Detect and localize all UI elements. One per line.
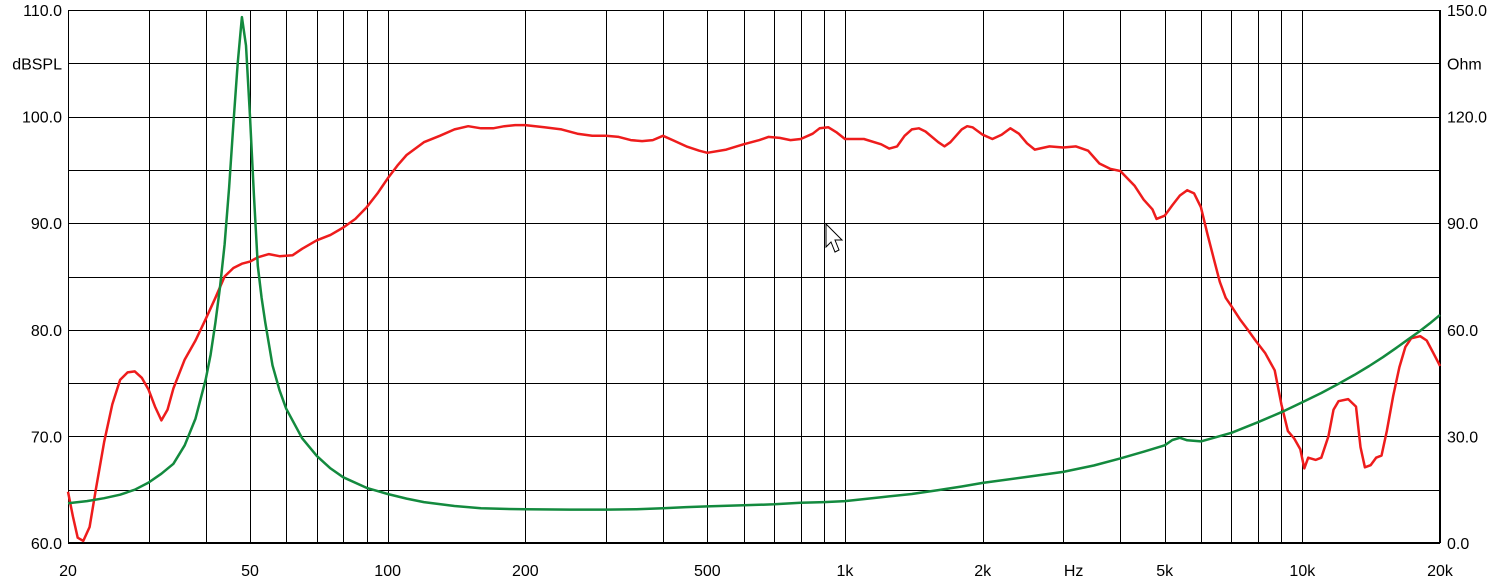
plot-background <box>68 10 1440 543</box>
y-left-tick-label: 60.0 <box>31 536 62 553</box>
x-axis-unit-label: Hz <box>1064 563 1084 580</box>
plot-area <box>66 15 1442 543</box>
x-tick-label: 10k <box>1289 563 1316 580</box>
grid <box>68 10 1441 544</box>
x-tick-label: 2k <box>974 563 992 580</box>
x-tick-label: 200 <box>512 563 539 580</box>
y-right-tick-label: 0.0 <box>1447 536 1469 553</box>
mouse-cursor-icon <box>825 222 844 253</box>
y-right-tick-label: 120.0 <box>1447 110 1487 127</box>
y-left-tick-label: 70.0 <box>31 429 62 446</box>
y-right-axis-label: Ohm <box>1447 56 1482 73</box>
x-tick-label: 500 <box>694 563 721 580</box>
y-left-tick-label: 80.0 <box>31 323 62 340</box>
x-tick-label: 100 <box>374 563 401 580</box>
x-tick-label: 20k <box>1427 563 1454 580</box>
y-left-tick-label: 100.0 <box>22 110 62 127</box>
y-right-tick-label: 30.0 <box>1447 429 1478 446</box>
y-right-tick-label: 150.0 <box>1447 3 1487 20</box>
axes: 20 50 100 200 500 1k 2k 5k 10k 20k Hz 60.0 70.0 80.0 9… <box>12 3 1487 580</box>
x-tick-label: 5k <box>1156 563 1174 580</box>
plot-frame <box>68 10 1440 543</box>
impedance-curve <box>67 15 1441 511</box>
x-tick-label: 1k <box>837 563 855 580</box>
x-tick-label: 50 <box>241 563 259 580</box>
x-tick-label: 20 <box>59 563 77 580</box>
y-right-tick-label: 90.0 <box>1447 216 1478 233</box>
y-left-tick-label: 90.0 <box>31 216 62 233</box>
y-left-axis-label: dBSPL <box>12 56 62 73</box>
y-right-tick-label: 60.0 <box>1447 323 1478 340</box>
y-left-tick-label: 110.0 <box>23 3 62 20</box>
